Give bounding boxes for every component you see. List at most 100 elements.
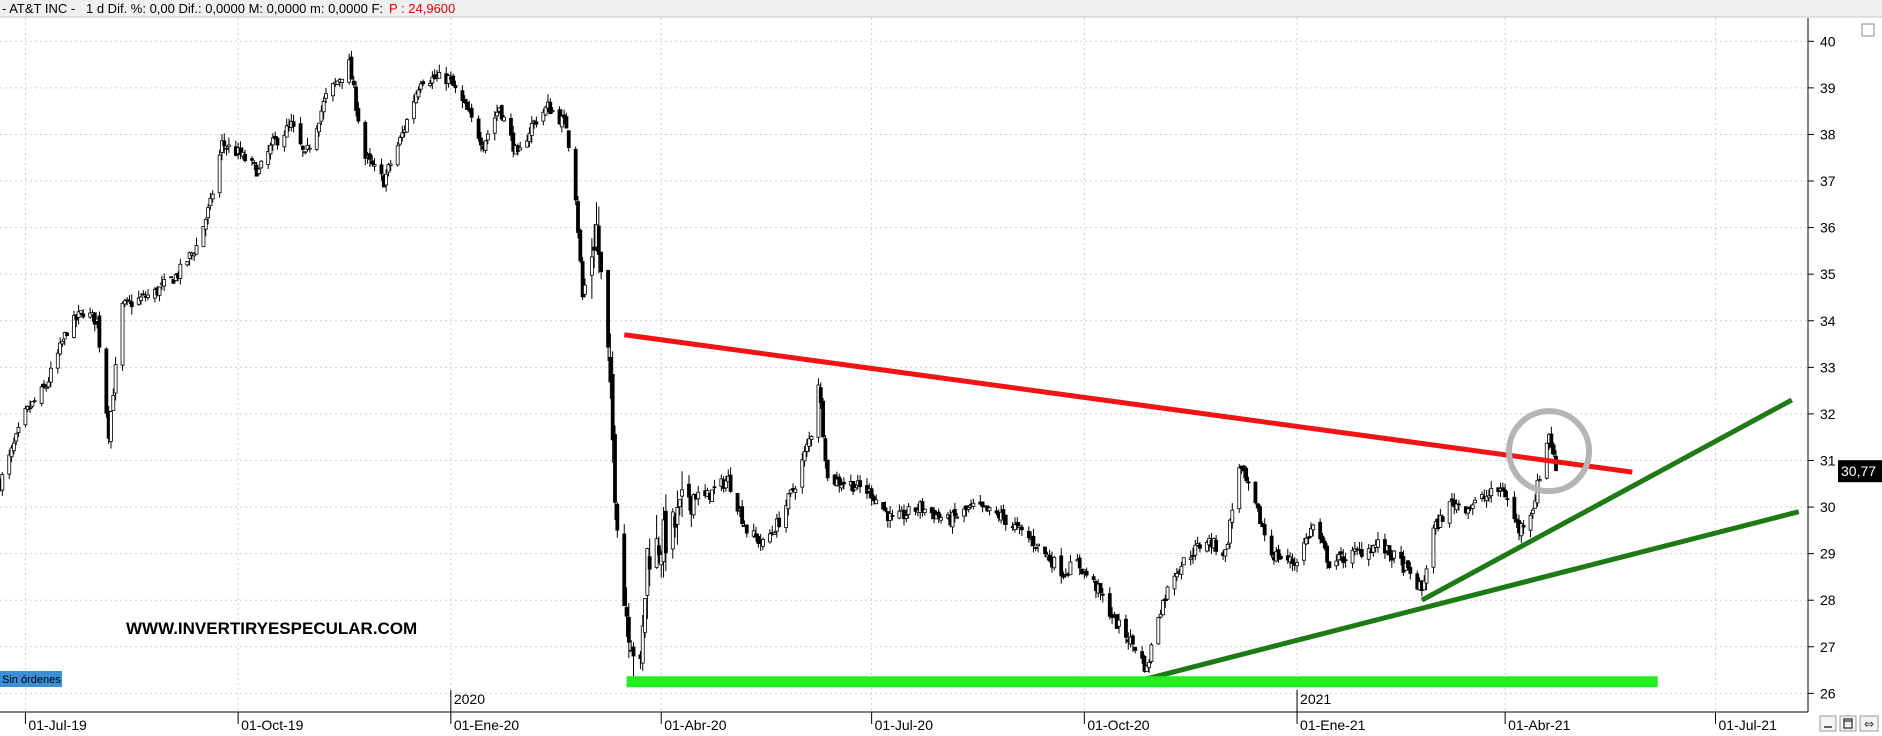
candle-body [291, 121, 296, 127]
candle-body [1302, 542, 1306, 561]
candle-body [388, 163, 393, 166]
candle-body [303, 151, 308, 154]
candle-body [7, 454, 12, 475]
candle-body [550, 110, 555, 113]
candle-body [1406, 560, 1410, 569]
candle-body [657, 545, 661, 556]
candle-body [728, 474, 733, 492]
candle-body [356, 107, 361, 122]
candle-body [42, 383, 46, 388]
scroll-right-icon[interactable]: ⇔ [1859, 715, 1879, 732]
y-tick-label: 38 [1820, 126, 1836, 142]
candle-body [1230, 509, 1235, 523]
candle-body [818, 387, 823, 404]
candle-body [541, 111, 546, 122]
candle-body [259, 160, 264, 169]
y-axis: 26 27 28 29 30 31 32 33 34 35 36 37 38 39 40 [1808, 33, 1836, 701]
candle-body [1325, 545, 1329, 563]
y-tick-label: 27 [1820, 639, 1836, 655]
candle-body [851, 480, 856, 492]
candle-body [187, 252, 192, 259]
candle-body [1130, 635, 1135, 645]
candle-body [696, 491, 701, 500]
minimize-icon[interactable] [1819, 715, 1837, 732]
candle-body [28, 407, 32, 410]
candle-body [139, 296, 143, 301]
candle-body [321, 100, 326, 113]
candle-body [23, 408, 28, 426]
candle-body [1530, 509, 1535, 515]
candle-body [414, 93, 419, 104]
candle-body [418, 83, 423, 90]
plot-area[interactable] [0, 18, 1808, 712]
candle-body [331, 83, 335, 97]
candle-body [809, 435, 814, 440]
candle-body [890, 515, 895, 517]
y-tick-label: 31 [1820, 452, 1836, 468]
candle-body [340, 78, 345, 83]
candle-body [92, 312, 97, 325]
candle-body [335, 80, 340, 86]
candle-body [1188, 557, 1193, 560]
candle-body [226, 144, 231, 148]
highlight-circle [1506, 408, 1593, 495]
x-tick-label: 01-Jul-19 [28, 717, 87, 733]
candle-body [1149, 644, 1154, 662]
candle-body [1309, 528, 1313, 537]
candle-body [1033, 547, 1038, 550]
candle-body [1165, 586, 1170, 600]
candle-body [120, 302, 125, 366]
orders-badge[interactable] [0, 671, 62, 687]
candle-body [1258, 506, 1262, 525]
candle-body [626, 616, 631, 643]
candle-body [881, 502, 886, 510]
candle-body [670, 511, 675, 550]
restore-icon[interactable] [1839, 715, 1857, 732]
candle-body [962, 508, 967, 517]
candle-body [1237, 467, 1242, 510]
candle-body [599, 251, 604, 273]
candle-body [1392, 550, 1397, 559]
candle-body [1470, 504, 1475, 509]
candle-body [744, 524, 749, 534]
candle-body [273, 135, 278, 140]
candle-body [564, 116, 569, 129]
candle-body [104, 348, 109, 414]
x-tick-label: 01-Abr-20 [664, 717, 726, 733]
candle-body [395, 145, 400, 166]
candle-body [756, 535, 761, 544]
candle-body [904, 515, 909, 519]
candle-body [1290, 558, 1295, 564]
candle-body [624, 607, 629, 617]
candle-body [1228, 519, 1232, 544]
candle-body [1399, 551, 1403, 559]
candle-body [178, 263, 183, 279]
candle-body [606, 270, 610, 348]
candle-body [495, 111, 499, 117]
candle-body [1505, 498, 1510, 500]
candle-body [1311, 524, 1316, 531]
scale-handle-icon[interactable] [1861, 23, 1875, 37]
header-fields: 1 d Dif. %: 0,00 Dif.: 0,0000 M: 0,0000 … [86, 1, 383, 16]
candle-body [222, 140, 227, 147]
candle-body [853, 487, 858, 491]
candle-body [111, 395, 116, 411]
candle-body [324, 93, 328, 99]
candle-body [939, 517, 943, 521]
candle-body [1015, 522, 1020, 526]
trendline-resistance [623, 332, 1633, 475]
candle-body [58, 342, 63, 355]
trendlines [623, 332, 1800, 688]
candle-body [1549, 433, 1554, 448]
candle-body [823, 438, 828, 462]
candle-body [430, 76, 435, 84]
candle-body [922, 508, 927, 513]
candle-body [79, 310, 83, 314]
candle-body [677, 499, 682, 508]
candle-body [509, 117, 513, 136]
candle-body [784, 505, 788, 528]
candle-body [275, 137, 280, 146]
candle-body [566, 130, 571, 148]
candle-body [169, 276, 173, 279]
candle-body [76, 311, 81, 318]
